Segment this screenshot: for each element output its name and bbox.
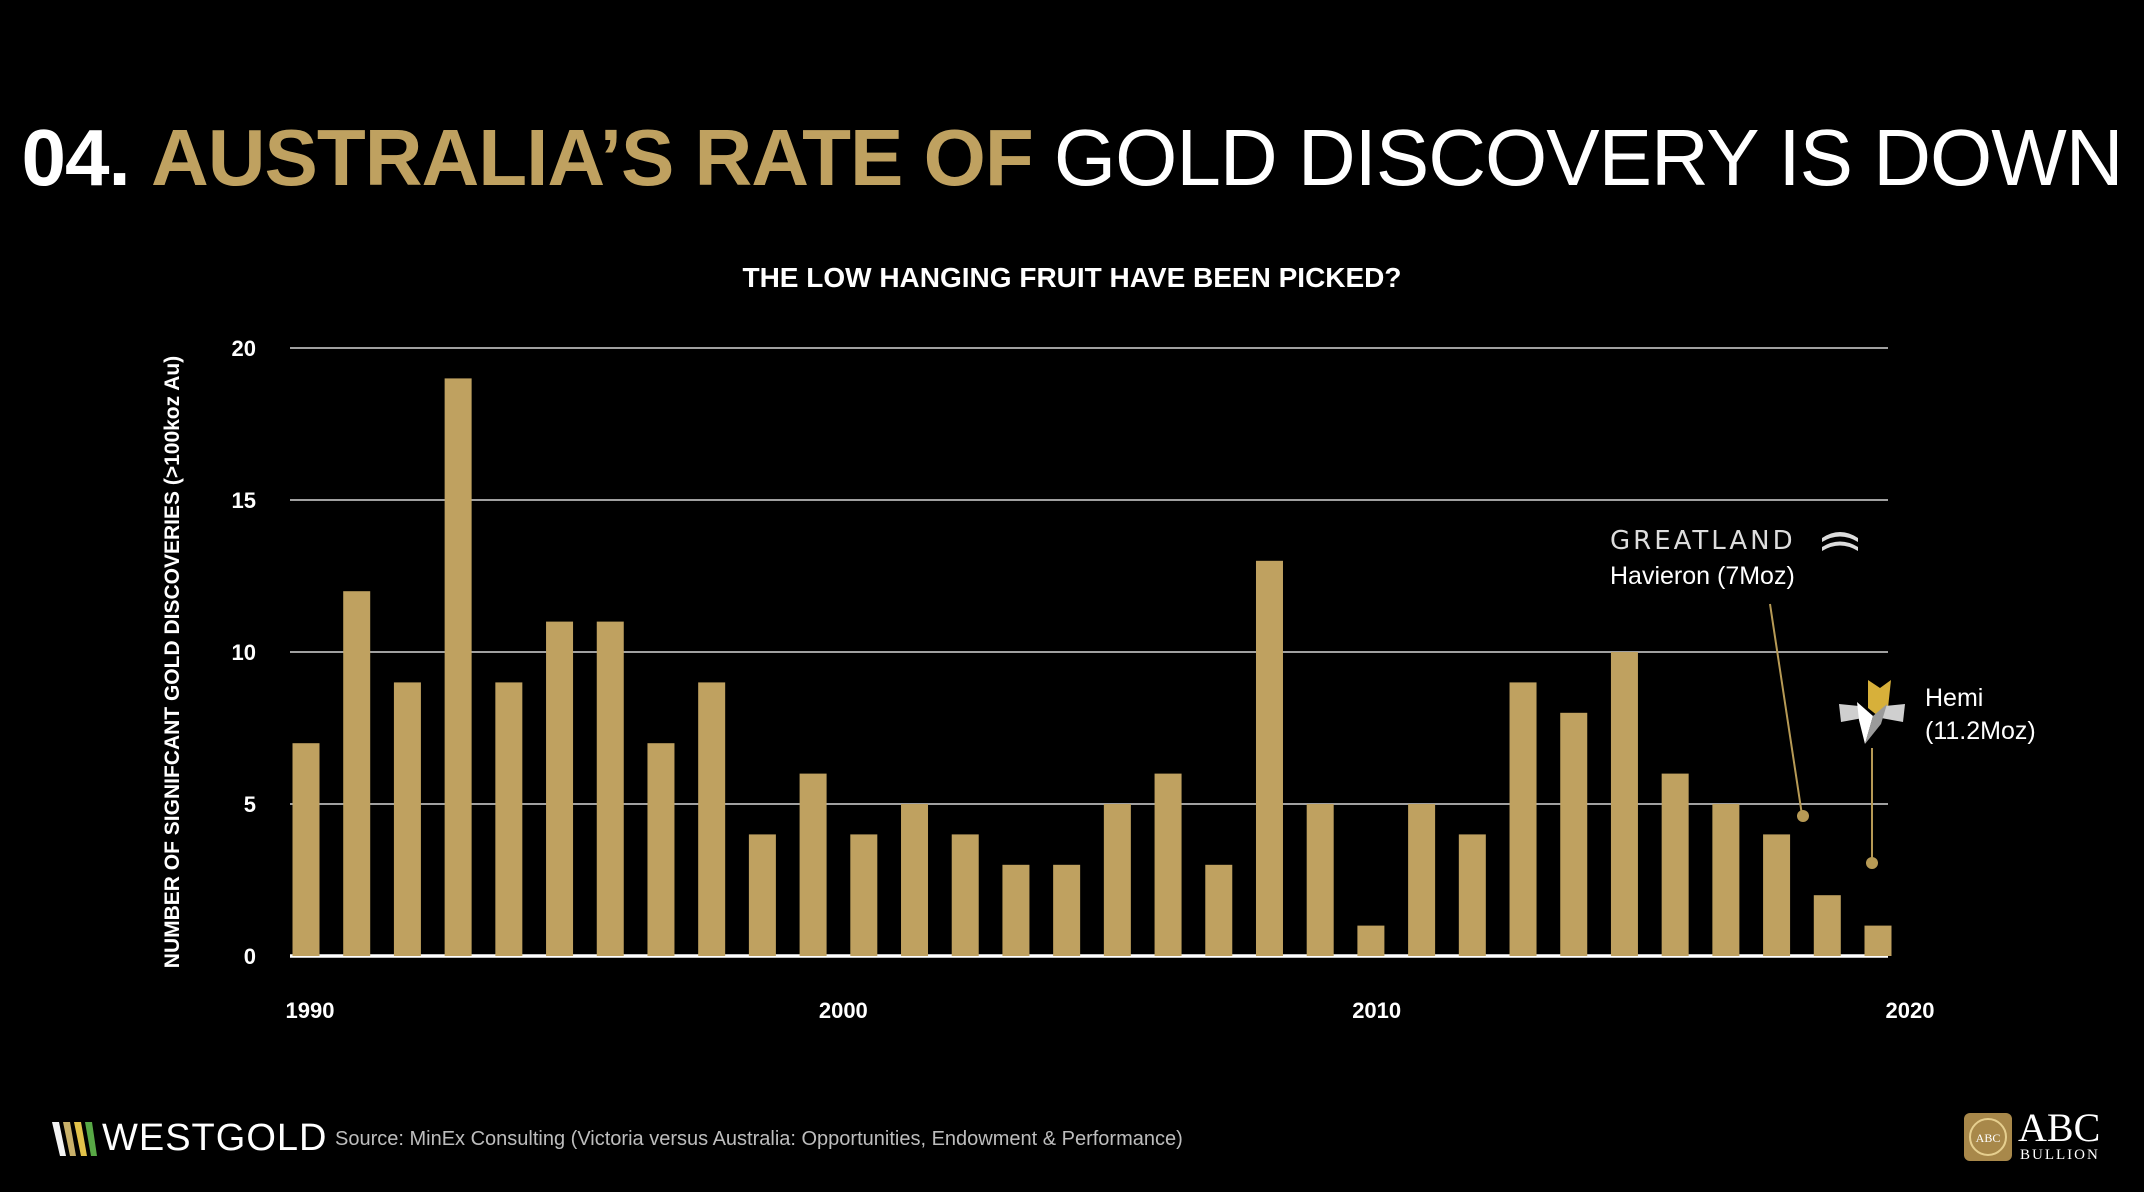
greatland-mark-icon bbox=[1822, 532, 1858, 551]
bar-2019 bbox=[1763, 834, 1791, 956]
bar-2020 bbox=[1813, 895, 1841, 956]
y-tick-labels: 0 5 10 15 20 bbox=[232, 336, 256, 969]
bar-1992 bbox=[393, 682, 421, 956]
bar-1999 bbox=[748, 834, 776, 956]
bar-2009 bbox=[1255, 560, 1283, 956]
abc-bullion-seal-icon: ABC bbox=[1964, 1113, 2012, 1161]
bar-2003 bbox=[951, 834, 979, 956]
page-title: 04. AUSTRALIA’S RATE OF GOLD DISCOVERY I… bbox=[0, 112, 2144, 204]
hemi-logo-icon bbox=[1839, 680, 1905, 744]
x-tick-label: 2000 bbox=[819, 998, 868, 1023]
y-tick-label: 20 bbox=[232, 336, 256, 361]
havieron-leader-line bbox=[1769, 603, 1803, 816]
abc-logo: ABC bbox=[2018, 1105, 2101, 1150]
abc-logo-sub: BULLION bbox=[2020, 1147, 2100, 1163]
bar-2001 bbox=[850, 834, 878, 956]
westgold-logo-icon bbox=[52, 1122, 97, 1156]
bar-1991 bbox=[343, 591, 371, 956]
bar-1993 bbox=[444, 378, 472, 956]
bar-2017 bbox=[1661, 773, 1689, 956]
bar-2007 bbox=[1154, 773, 1182, 956]
bar-1996 bbox=[596, 621, 624, 956]
x-tick-label: 2020 bbox=[1886, 998, 1935, 1023]
havieron-marker bbox=[1797, 810, 1809, 822]
hemi-annotation-line1: Hemi bbox=[1925, 684, 1984, 712]
bar-2008 bbox=[1205, 864, 1233, 956]
bar-2011 bbox=[1357, 925, 1385, 956]
bar-2018 bbox=[1712, 804, 1740, 956]
bar-2010 bbox=[1306, 804, 1334, 956]
chart-bars bbox=[292, 378, 1892, 956]
bar-2006 bbox=[1103, 804, 1131, 956]
bar-1998 bbox=[698, 682, 726, 956]
bar-2016 bbox=[1610, 652, 1638, 956]
y-tick-label: 10 bbox=[232, 640, 256, 665]
bar-2015 bbox=[1560, 712, 1588, 956]
bar-1997 bbox=[647, 743, 675, 956]
hemi-annotation-line2: (11.2Moz) bbox=[1925, 717, 2036, 745]
bar-2000 bbox=[799, 773, 827, 956]
bar-1995 bbox=[546, 621, 574, 956]
greatland-logo: GREATLAND bbox=[1610, 526, 1796, 556]
bar-1990 bbox=[292, 743, 320, 956]
title-highlight: AUSTRALIA’S RATE OF bbox=[150, 113, 1034, 202]
y-tick-label: 15 bbox=[232, 488, 256, 513]
westgold-logo: WESTGOLD bbox=[102, 1117, 328, 1159]
hemi-marker bbox=[1866, 857, 1878, 869]
abc-seal-text: ABC bbox=[1976, 1131, 2001, 1145]
annotation-lines bbox=[1769, 603, 1878, 869]
bar-2021 bbox=[1864, 925, 1892, 956]
x-tick-label: 1990 bbox=[286, 998, 335, 1023]
chart-title: THE LOW HANGING FRUIT HAVE BEEN PICKED? bbox=[742, 262, 1402, 293]
havieron-annotation: Havieron (7Moz) bbox=[1610, 562, 1795, 590]
title-number: 04. bbox=[21, 113, 130, 202]
x-tick-label: 2010 bbox=[1352, 998, 1401, 1023]
bar-2005 bbox=[1053, 864, 1081, 956]
bar-2004 bbox=[1002, 864, 1030, 956]
bar-2012 bbox=[1408, 804, 1436, 956]
bar-2013 bbox=[1458, 834, 1486, 956]
bar-1994 bbox=[495, 682, 523, 956]
y-tick-label: 5 bbox=[244, 792, 256, 817]
source-note: Source: MinEx Consulting (Victoria versu… bbox=[335, 1128, 1183, 1150]
y-tick-label: 0 bbox=[244, 944, 256, 969]
bar-2002 bbox=[901, 804, 929, 956]
x-tick-labels: 1990 2000 2010 2020 bbox=[286, 998, 1935, 1023]
hemi-annotation: Hemi (11.2Moz) bbox=[1925, 682, 2036, 748]
chart-grid bbox=[290, 347, 1888, 958]
bar-2014 bbox=[1509, 682, 1537, 956]
title-rest: GOLD DISCOVERY IS DOWN bbox=[1053, 113, 2124, 202]
